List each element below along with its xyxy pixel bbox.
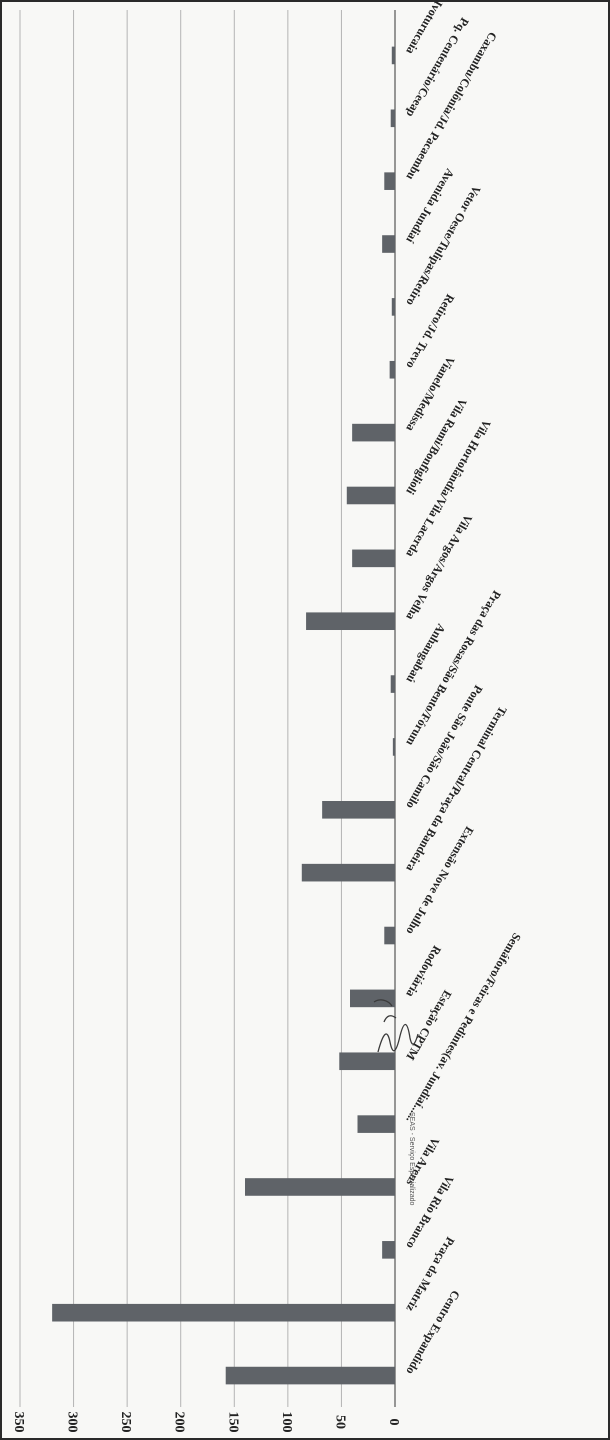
- tick-label-50: 50: [332, 1415, 347, 1429]
- bar-6: [350, 989, 395, 1008]
- bar-8: [301, 863, 395, 882]
- signature-scribble: [373, 999, 419, 1053]
- stamp-text: SEAS - Serviço Especializado: [408, 1112, 415, 1205]
- bar-4: [357, 1115, 395, 1133]
- tick-label-350: 350: [11, 1412, 26, 1433]
- signature-stamp: SEAS - Serviço Especializado: [373, 999, 419, 1205]
- bar-10: [392, 738, 395, 756]
- bar-13: [352, 549, 395, 568]
- tick-label-300: 300: [65, 1412, 80, 1433]
- bars: [52, 46, 396, 1385]
- bar-0: [225, 1366, 395, 1385]
- grid-lines: [19, 10, 396, 1407]
- category-label-12: Vila Argos/Argos Velha: [403, 512, 475, 623]
- bar-15: [352, 423, 395, 442]
- category-label-7: Extensão Nove de Julho: [403, 824, 476, 937]
- bar-1: [52, 1303, 396, 1322]
- bar-12: [306, 612, 395, 631]
- tick-label-0: 0: [386, 1419, 401, 1426]
- category-label-21: Ivoturucaia: [403, 2, 445, 57]
- bar-20: [390, 109, 395, 128]
- tick-label-100: 100: [279, 1412, 294, 1433]
- bar-14: [346, 486, 395, 505]
- bar-16: [389, 360, 395, 379]
- bar-17: [391, 298, 395, 316]
- bar-7: [384, 926, 395, 945]
- bar-9: [322, 800, 395, 819]
- bar-18: [382, 235, 395, 253]
- tick-label-200: 200: [172, 1412, 187, 1433]
- category-label-17: Vetor Oeste/Tulipas/Retiro: [403, 183, 483, 308]
- bar-21: [391, 46, 395, 65]
- tick-label-150: 150: [225, 1412, 240, 1433]
- bar-5: [339, 1052, 395, 1071]
- bar-11: [390, 675, 395, 693]
- bar-19: [384, 172, 395, 190]
- bar-2: [382, 1241, 395, 1259]
- value-axis-ticks: 0 50 100 150 200 250 300 350: [11, 1412, 401, 1433]
- category-label-6: Rodoviária: [403, 943, 444, 1000]
- bar-3: [245, 1178, 395, 1196]
- tick-label-250: 250: [118, 1412, 133, 1433]
